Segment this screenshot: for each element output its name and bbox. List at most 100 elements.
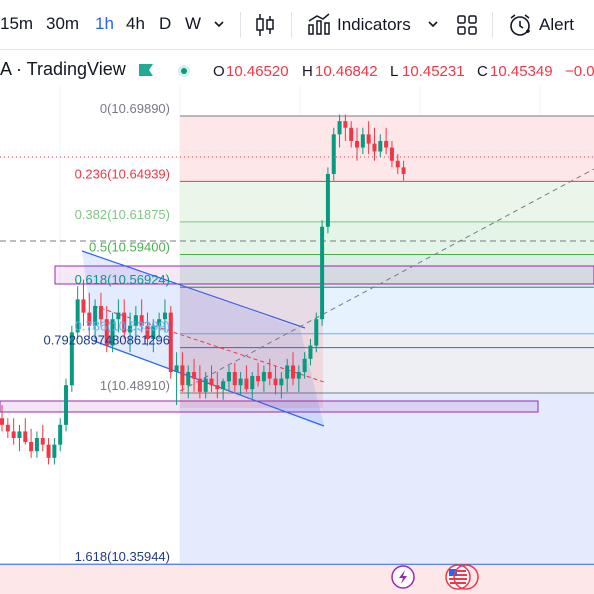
- candle: [110, 312, 115, 353]
- candle: [197, 365, 202, 399]
- candle: [139, 299, 144, 333]
- candle: [52, 438, 57, 465]
- candle: [302, 352, 307, 379]
- price-chart[interactable]: 0(10.69890) 0.236(10.64939) 0.382(10.61875…: [0, 86, 594, 594]
- ohlc-open-label: O: [213, 63, 225, 80]
- fib-labels: 0(10.69890) 0.236(10.64939) 0.382(10.61875…: [43, 101, 170, 564]
- indicators-icon[interactable]: [307, 12, 331, 41]
- candle: [186, 365, 191, 399]
- ohlc-change-value: −0.0: [565, 63, 594, 80]
- candle: [5, 418, 10, 439]
- candle: [104, 305, 109, 353]
- candle: [296, 365, 301, 392]
- candle: [168, 305, 173, 379]
- candle: [267, 358, 272, 386]
- ohlc-open-value: 10.46520: [226, 63, 289, 80]
- ohlc-low-value: 10.45231: [402, 63, 465, 80]
- candle: [232, 362, 237, 392]
- timeframe-30m[interactable]: 30m: [46, 14, 80, 33]
- candle: [273, 365, 278, 395]
- alarm-clock-icon[interactable]: [507, 12, 533, 43]
- chart-legend: A · TradingView O 10.46520 H 10.46842 L …: [0, 55, 594, 85]
- top-toolbar: 15m 30m 1h 4h D W Indicators: [0, 0, 594, 50]
- candle: [93, 299, 98, 339]
- candle: [256, 362, 261, 387]
- candles: [0, 114, 406, 465]
- candle: [314, 312, 319, 353]
- candle: [349, 121, 354, 148]
- candle: [180, 352, 185, 392]
- candle: [0, 405, 4, 432]
- templates-icon[interactable]: [456, 14, 478, 41]
- us-flag-icon[interactable]: [445, 564, 479, 590]
- ohlc-low-label: L: [390, 63, 399, 80]
- candle: [401, 160, 406, 181]
- fib-level-label: 1.618(10.35944): [75, 549, 170, 564]
- candle: [145, 312, 150, 346]
- ohlc-close-label: C: [477, 63, 488, 80]
- candle: [389, 140, 394, 168]
- candle: [320, 220, 325, 326]
- candle: [192, 358, 197, 392]
- trend-line[interactable]: [179, 168, 594, 392]
- lightning-icon[interactable]: [391, 565, 415, 589]
- candle: [331, 127, 336, 181]
- candle: [75, 286, 80, 339]
- indicators-button[interactable]: Indicators: [337, 15, 411, 34]
- fib-level-label: 0.5(10.59400): [89, 240, 170, 255]
- fib-level-label: 0.786(10.53399): [75, 319, 170, 334]
- candle: [58, 418, 63, 452]
- timeframe-15m[interactable]: 15m: [0, 14, 34, 33]
- candle: [69, 325, 74, 392]
- candle: [11, 418, 16, 445]
- timeframe-w[interactable]: W: [185, 14, 202, 33]
- candle: [203, 372, 208, 399]
- candle: [285, 358, 290, 392]
- candle: [343, 114, 348, 141]
- ohlc-high-label: H: [302, 63, 313, 80]
- toolbar-divider: [291, 12, 292, 38]
- candle: [29, 428, 34, 458]
- candle: [360, 127, 365, 155]
- candle: [221, 378, 226, 400]
- candle: [215, 372, 220, 399]
- flag-icon[interactable]: [138, 63, 154, 82]
- candle: [355, 127, 360, 161]
- ohlc-high-value: 10.46842: [315, 63, 378, 80]
- candle: [116, 299, 121, 333]
- timeframe-d[interactable]: D: [159, 14, 172, 33]
- timeframe-1h[interactable]: 1h: [95, 14, 114, 33]
- chevron-down-icon[interactable]: [213, 16, 225, 34]
- candle: [162, 299, 167, 333]
- candle: [279, 372, 284, 399]
- fib-zones: [0, 116, 594, 594]
- symbol-title[interactable]: A · TradingView: [0, 59, 126, 79]
- candlestick-icon[interactable]: [254, 12, 276, 43]
- candle: [81, 279, 86, 326]
- timeframe-4h[interactable]: 4h: [126, 14, 145, 33]
- candle: [34, 431, 39, 458]
- candle: [337, 114, 342, 148]
- fib-level-label: 0.618(10.56924): [75, 272, 170, 287]
- candle: [308, 338, 313, 366]
- candle: [46, 438, 51, 465]
- candle: [128, 312, 133, 353]
- highlight-box-lower[interactable]: [0, 400, 539, 413]
- candle: [157, 312, 162, 339]
- fib-level-label: 0.236(10.64939): [75, 166, 170, 181]
- fib-level-label: 0(10.69890): [100, 101, 170, 116]
- highlight-box-upper[interactable]: [54, 265, 594, 285]
- chevron-down-icon[interactable]: [427, 16, 439, 34]
- candle: [87, 292, 92, 339]
- alert-button[interactable]: Alert: [539, 15, 574, 34]
- candle: [98, 292, 103, 326]
- channel-upper-line[interactable]: [81, 250, 306, 329]
- candle: [378, 134, 383, 157]
- candle: [174, 352, 179, 406]
- candle: [133, 305, 138, 339]
- candle: [17, 424, 22, 452]
- candle: [209, 365, 214, 392]
- channel-lower-line[interactable]: [93, 340, 325, 427]
- candle: [244, 365, 249, 392]
- candle: [23, 418, 28, 445]
